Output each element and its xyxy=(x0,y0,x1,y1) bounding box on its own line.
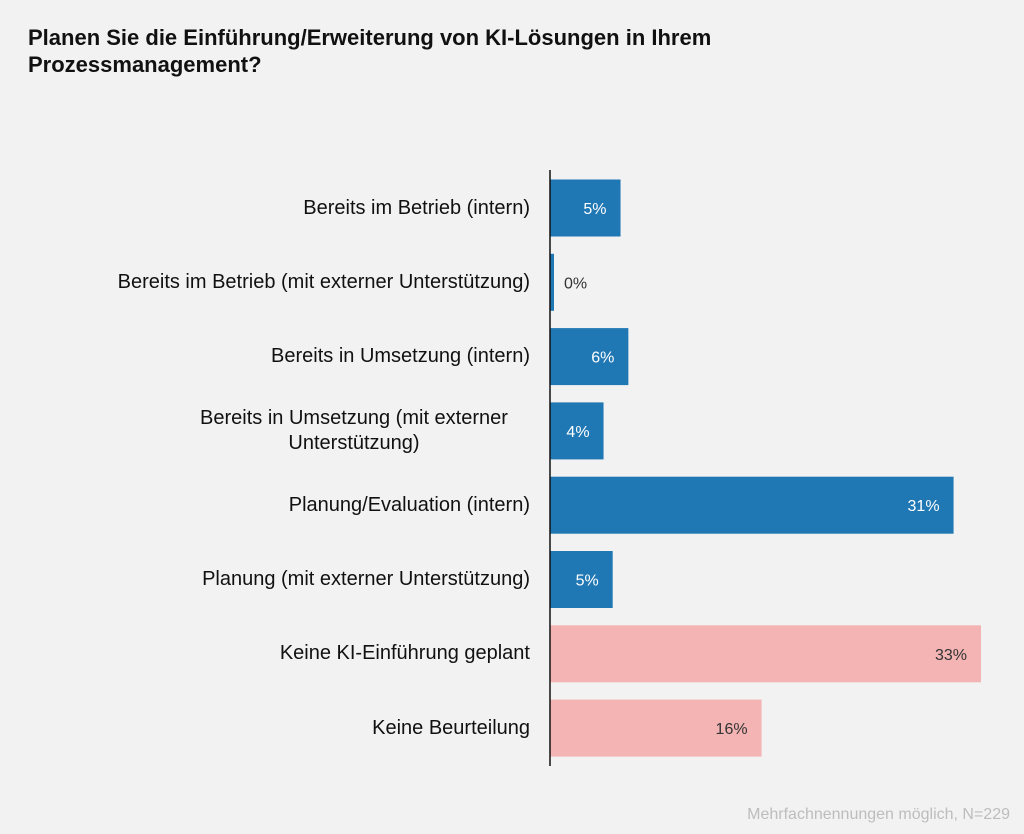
category-label: Bereits in Umsetzung (mit externer Unter… xyxy=(200,406,508,454)
bar xyxy=(550,551,613,608)
bar xyxy=(550,253,554,311)
data-label: 31% xyxy=(908,498,940,515)
bar xyxy=(550,699,762,757)
bar xyxy=(550,179,621,237)
category-label: Planung/Evaluation (intern) xyxy=(288,493,530,516)
category-label: Bereits im Betrieb (intern) xyxy=(303,196,530,219)
data-label: 5% xyxy=(576,573,599,590)
category-label: Keine Beurteilung xyxy=(372,716,530,739)
data-label: 5% xyxy=(583,201,606,218)
category-label: Keine KI-Einführung geplant xyxy=(279,642,530,665)
chart-title: Planen Sie die Einführung/Erweiterung vo… xyxy=(28,25,712,77)
data-label: 0% xyxy=(564,275,587,292)
bar xyxy=(550,476,954,534)
footnote: Mehrfachnennungen möglich, N=229 xyxy=(747,806,1010,823)
bar xyxy=(550,328,629,386)
category-label: Bereits im Betrieb (mit externer Unterst… xyxy=(117,270,530,293)
data-label: 6% xyxy=(591,350,614,367)
category-label: Planung (mit externer Unterstützung) xyxy=(202,568,530,590)
category-label: Bereits in Umsetzung (intern) xyxy=(271,345,530,368)
data-label: 4% xyxy=(566,424,589,441)
bar xyxy=(550,402,604,460)
data-label: 16% xyxy=(716,721,748,738)
bar xyxy=(550,625,981,683)
data-label: 33% xyxy=(935,647,967,664)
